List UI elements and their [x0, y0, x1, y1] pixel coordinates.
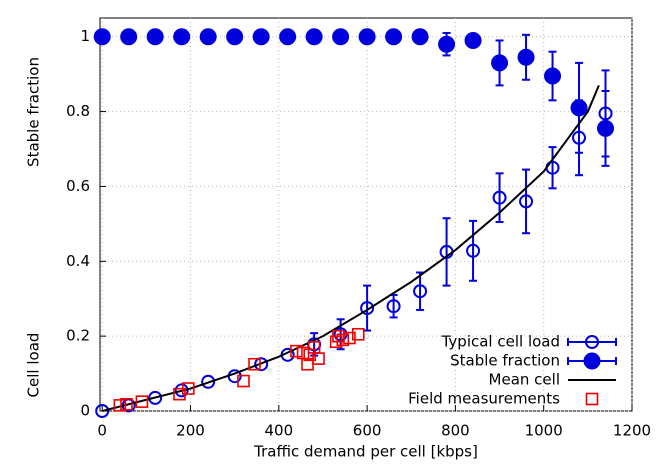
point — [466, 243, 481, 258]
point — [120, 397, 133, 411]
point — [491, 54, 509, 72]
y-axis-label: Stable fraction — [25, 57, 43, 167]
legend-swatch — [585, 392, 599, 406]
point — [464, 31, 482, 49]
y-tick-label: 0.8 — [66, 102, 90, 120]
point — [517, 48, 535, 66]
legend-swatch — [585, 335, 599, 349]
point — [181, 382, 195, 395]
point — [303, 348, 317, 362]
point — [93, 28, 111, 46]
point — [570, 99, 588, 117]
legend-label: Typical cell load — [441, 333, 560, 351]
point — [290, 344, 303, 358]
x-axis-label: Traffic demand per cell [kbps] — [253, 443, 478, 461]
point — [120, 28, 138, 46]
point — [174, 383, 189, 398]
point — [279, 28, 297, 46]
point — [199, 28, 217, 46]
point — [351, 327, 365, 341]
point — [413, 284, 428, 299]
y-axis-label: Cell load — [25, 333, 43, 398]
point — [237, 374, 250, 388]
y-tick-label: 0.4 — [66, 252, 90, 270]
point — [113, 399, 127, 412]
y-tick-label: 1 — [80, 27, 90, 45]
point — [135, 395, 149, 408]
point — [226, 28, 244, 46]
point — [544, 67, 562, 85]
x-tick-label: 1000 — [525, 422, 563, 440]
point — [385, 28, 403, 46]
y-tick-label: 0.6 — [66, 177, 90, 195]
point — [305, 28, 323, 46]
x-tick-label: 200 — [176, 422, 205, 440]
legend-swatch — [583, 352, 601, 370]
point — [358, 28, 376, 46]
point — [519, 194, 534, 209]
point — [146, 28, 164, 46]
point — [438, 35, 456, 53]
point — [254, 357, 269, 372]
point — [312, 352, 325, 365]
point — [386, 299, 401, 314]
point — [332, 28, 350, 46]
x-tick-label: 0 — [97, 422, 107, 440]
point — [597, 119, 615, 137]
point — [201, 374, 216, 389]
point — [252, 28, 270, 46]
point — [173, 28, 191, 46]
point — [411, 28, 429, 46]
point — [148, 390, 163, 405]
y-tick-label: 0.2 — [66, 327, 90, 345]
legend-label: Field measurements — [408, 390, 560, 408]
legend-label: Mean cell — [489, 371, 560, 389]
x-tick-label: 600 — [353, 422, 382, 440]
point — [360, 301, 375, 316]
point — [343, 331, 356, 345]
point — [492, 190, 507, 205]
mean-line — [101, 84, 600, 412]
x-tick-label: 1200 — [613, 422, 651, 440]
legend-label: Stable fraction — [450, 352, 560, 370]
point — [336, 333, 350, 347]
x-tick-label: 800 — [441, 422, 470, 440]
x-tick-label: 400 — [264, 422, 293, 440]
point — [248, 357, 261, 371]
y-tick-label: 0 — [80, 402, 90, 420]
point — [95, 404, 110, 418]
